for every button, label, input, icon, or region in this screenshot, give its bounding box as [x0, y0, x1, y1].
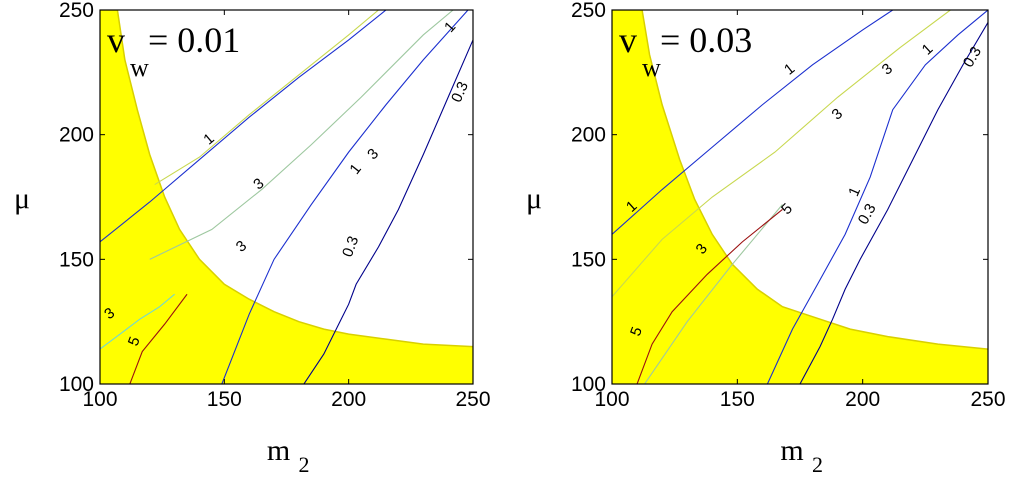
y-tick-label: 200: [59, 124, 94, 147]
contour-line-1: [100, 10, 387, 243]
y-tick-label: 250: [59, 0, 94, 22]
shaded-region: [612, 10, 988, 384]
contour-label: 0.3: [960, 44, 985, 71]
y-tick-label: 100: [571, 373, 606, 396]
x-tick-label: 200: [845, 388, 880, 411]
axes-frame: [99, 9, 474, 385]
contour-line-3: [100, 293, 175, 350]
contour-label: 3: [829, 105, 846, 123]
panel-title-subscript: w: [130, 53, 149, 82]
x-axis-label: m: [780, 434, 803, 467]
panel-title-symbol: v: [619, 20, 637, 60]
contour-line-1: [221, 10, 469, 384]
x-tick-label: 200: [331, 388, 366, 411]
x-axis-label-subscript: 2: [299, 452, 310, 477]
contour-label: 3: [233, 237, 250, 255]
contour-line-5: [129, 293, 188, 384]
x-tick-label: 250: [970, 388, 1005, 411]
x-axis-label: m: [267, 434, 290, 467]
contour-line-3: [149, 10, 454, 260]
contour-line-0.3: [303, 39, 473, 384]
y-tick-label: 250: [571, 0, 606, 22]
y-tick-label: 200: [571, 124, 606, 147]
contour-label: 5: [778, 200, 796, 218]
y-tick-label: 150: [571, 248, 606, 271]
y-tick-label: 150: [59, 248, 94, 271]
contour-label: 1: [845, 185, 864, 199]
contour-label: 1: [919, 40, 937, 58]
contour-label: 1: [441, 18, 459, 36]
contour-label: 3: [250, 175, 267, 193]
x-tick-label: 150: [720, 388, 755, 411]
contour-label: 3: [364, 145, 382, 163]
contour-line-5: [636, 209, 783, 384]
x-tick-label: 100: [594, 388, 629, 411]
x-tick-label: 150: [207, 388, 242, 411]
contour-label: 1: [781, 60, 798, 78]
contour-label: 0.3: [448, 79, 472, 105]
axes-frame: [611, 9, 989, 385]
contour-label: 1: [346, 161, 365, 178]
contour-label: 0.3: [339, 234, 362, 259]
shaded-region: [100, 10, 473, 384]
y-axis-label: μ: [14, 182, 30, 215]
contour-line-3: [154, 10, 379, 186]
panel-title-value: = 0.03: [660, 20, 752, 60]
contour-line-3: [612, 10, 951, 298]
y-axis-label: μ: [526, 182, 542, 215]
x-tick-label: 100: [82, 388, 117, 411]
shaded-boundary-line: [100, 10, 473, 348]
panel-title-subscript: w: [642, 53, 661, 82]
contour-label: 3: [879, 60, 896, 78]
contour-line-0.3: [799, 22, 988, 384]
contour-line-1: [766, 10, 988, 384]
contour-line-1: [612, 10, 894, 235]
x-axis-label-subscript: 2: [812, 452, 823, 477]
contour-line-3: [644, 204, 783, 384]
y-tick-label: 100: [59, 373, 94, 396]
panel-title-value: = 0.01: [148, 20, 240, 60]
panel-title-symbol: v: [107, 20, 125, 60]
x-tick-label: 250: [455, 388, 490, 411]
